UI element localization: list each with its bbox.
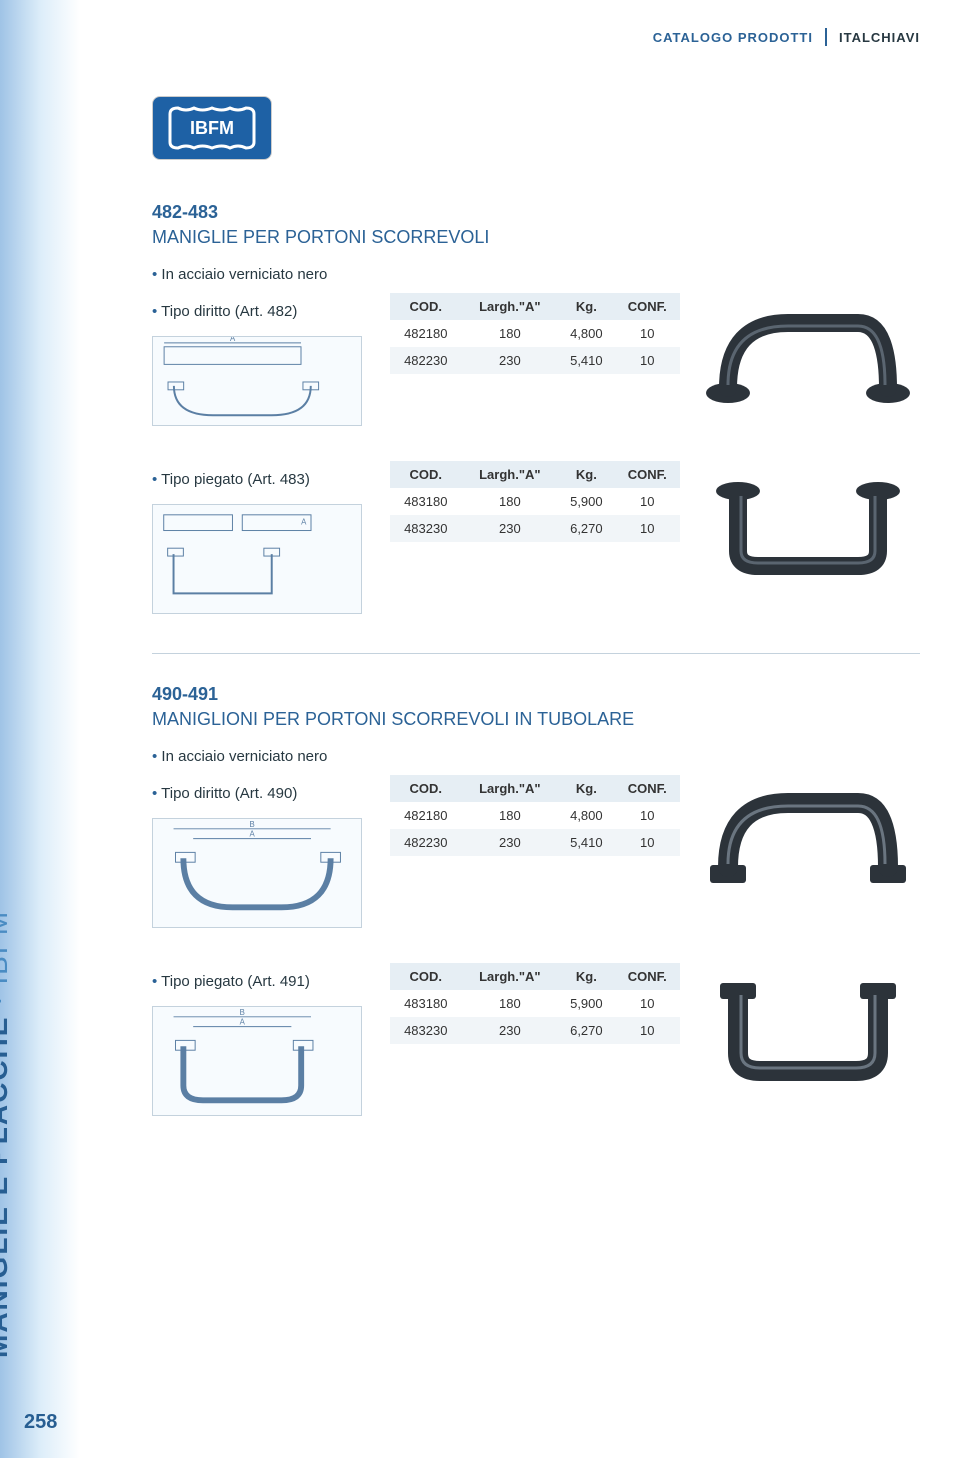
section-intro-bullet: In acciaio verniciato nero (152, 266, 920, 283)
technical-diagram: A (152, 336, 362, 426)
ibfm-logo-icon: IBFM (162, 104, 262, 152)
page-number: 258 (24, 1411, 57, 1434)
product-image (698, 775, 918, 905)
col-header: CONF. (615, 293, 680, 320)
section-title: MANIGLIE PER PORTONI SCORREVOLI (152, 227, 920, 248)
col-header: CONF. (615, 963, 680, 990)
section-code: 490-491 (152, 684, 920, 705)
col-header: COD. (390, 963, 462, 990)
col-header: Largh."A" (462, 293, 559, 320)
svg-text:A: A (230, 336, 236, 343)
product-block: Tipo diritto (Art. 490) B A COD. Largh."… (152, 775, 920, 933)
side-category-label: MANIGLIE E PLACCHE · IBFM (0, 910, 14, 1358)
product-block: Tipo piegato (Art. 491) B A COD. Largh."… (152, 963, 920, 1121)
svg-text:A: A (301, 518, 307, 527)
product-bullet: Tipo piegato (Art. 491) (152, 973, 372, 990)
table-row: 482230 230 5,410 10 (390, 347, 680, 374)
technical-diagram: B A (152, 818, 362, 928)
product-bullet: Tipo diritto (Art. 482) (152, 303, 372, 320)
table-row: 483180 180 5,900 10 (390, 990, 680, 1017)
svg-text:B: B (240, 1008, 245, 1017)
col-header: Kg. (558, 963, 614, 990)
col-header: COD. (390, 293, 462, 320)
col-header: Largh."A" (462, 963, 559, 990)
col-header: Kg. (558, 461, 614, 488)
svg-text:A: A (249, 830, 255, 839)
col-header: COD. (390, 775, 462, 802)
header-catalog: CATALOGO PRODOTTI (653, 30, 813, 45)
table-row: 482180 180 4,800 10 (390, 320, 680, 347)
col-header: Largh."A" (462, 461, 559, 488)
section-title: MANIGLIONI PER PORTONI SCORREVOLI IN TUB… (152, 709, 920, 730)
svg-text:A: A (240, 1018, 246, 1027)
product-bullet: Tipo diritto (Art. 490) (152, 785, 372, 802)
table-row: 483180 180 5,900 10 (390, 488, 680, 515)
svg-text:B: B (249, 820, 254, 829)
table-row: 482180 180 4,800 10 (390, 802, 680, 829)
side-label-thin: IBFM (0, 910, 13, 985)
side-label-bold: MANIGLIE E PLACCHE (0, 1016, 13, 1358)
table-row: 482230 230 5,410 10 (390, 829, 680, 856)
col-header: Largh."A" (462, 775, 559, 802)
table-row: 483230 230 6,270 10 (390, 515, 680, 542)
section-intro-bullet: In acciaio verniciato nero (152, 748, 920, 765)
data-table: COD. Largh."A" Kg. CONF. 482180 180 4,80… (390, 775, 680, 856)
product-block: Tipo piegato (Art. 483) A COD. Largh."A"… (152, 461, 920, 619)
product-block: Tipo diritto (Art. 482) A COD. Largh."A"… (152, 293, 920, 431)
product-bullet: Tipo piegato (Art. 483) (152, 471, 372, 488)
technical-diagram: B A (152, 1006, 362, 1116)
page-header: CATALOGO PRODOTTI ITALCHIAVI (653, 28, 920, 46)
col-header: COD. (390, 461, 462, 488)
col-header: Kg. (558, 293, 614, 320)
product-image (698, 963, 918, 1093)
section-divider (152, 653, 920, 654)
product-image (698, 461, 918, 591)
table-row: 483230 230 6,270 10 (390, 1017, 680, 1044)
col-header: CONF. (615, 775, 680, 802)
col-header: CONF. (615, 461, 680, 488)
technical-diagram: A (152, 504, 362, 614)
section-code: 482-483 (152, 202, 920, 223)
data-table: COD. Largh."A" Kg. CONF. 482180 180 4,80… (390, 293, 680, 374)
brand-logo: IBFM (152, 96, 272, 160)
header-brand: ITALCHIAVI (839, 30, 920, 45)
svg-text:IBFM: IBFM (190, 118, 234, 138)
col-header: Kg. (558, 775, 614, 802)
product-image (698, 293, 918, 423)
data-table: COD. Largh."A" Kg. CONF. 483180 180 5,90… (390, 461, 680, 542)
header-separator (825, 28, 827, 46)
data-table: COD. Largh."A" Kg. CONF. 483180 180 5,90… (390, 963, 680, 1044)
side-label-separator: · (0, 985, 13, 1006)
page-content: IBFM 482-483 MANIGLIE PER PORTONI SCORRE… (152, 96, 920, 1151)
